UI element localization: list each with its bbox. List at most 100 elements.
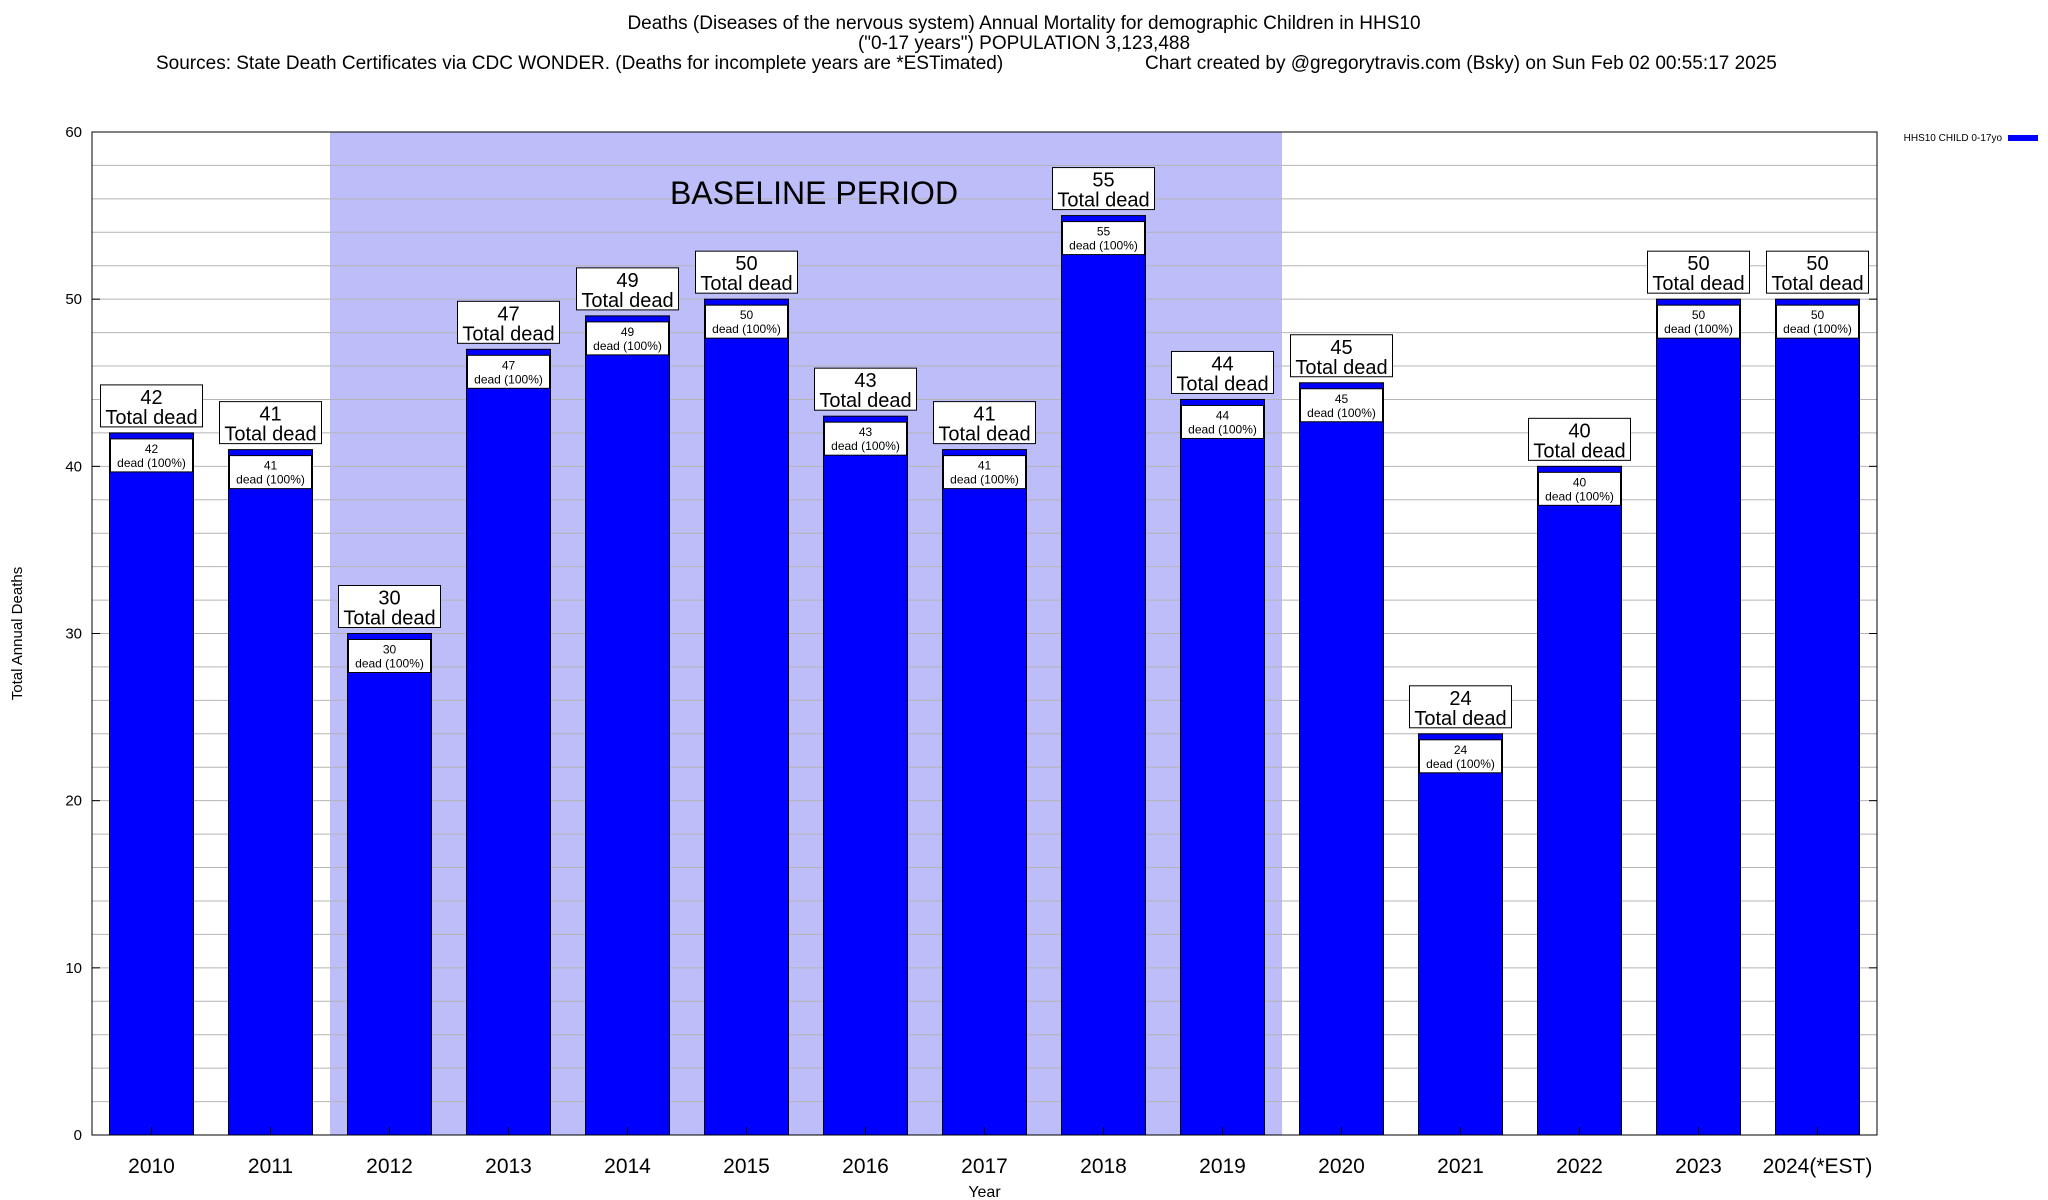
x-tick-label: 2018 bbox=[1080, 1155, 1127, 1178]
x-tick-label: 2011 bbox=[248, 1155, 293, 1178]
legend-label: HHS10 CHILD 0-17yo bbox=[1904, 133, 2003, 144]
bar-total-label-box bbox=[1647, 250, 1750, 294]
bar-total-value: 41 bbox=[259, 404, 281, 426]
bar bbox=[466, 348, 551, 1136]
bar-total-label: Total dead bbox=[343, 608, 435, 630]
bar-total-label: Total dead bbox=[1414, 708, 1506, 730]
chart-sources: Sources: State Death Certificates via CD… bbox=[156, 53, 1004, 74]
bar-total-label-box bbox=[219, 401, 322, 445]
bar bbox=[347, 633, 432, 1136]
bar-total-label-box bbox=[1171, 350, 1274, 394]
bar-inner-label: dead (100%) bbox=[1307, 406, 1376, 420]
y-tick-label: 0 bbox=[74, 1127, 82, 1144]
x-axis-title: Year bbox=[968, 1184, 1001, 1200]
bar-total-value: 55 bbox=[1092, 170, 1114, 192]
bar-inner-label-box bbox=[1538, 471, 1621, 506]
bar-inner-label-box bbox=[1300, 388, 1383, 423]
bar-inner-value: 41 bbox=[978, 459, 992, 473]
bar-total-value: 43 bbox=[854, 370, 876, 392]
bar-inner-value: 50 bbox=[1811, 308, 1825, 322]
bar bbox=[1299, 382, 1384, 1136]
x-tick-label: 2023 bbox=[1675, 1155, 1722, 1178]
bar-total-value: 41 bbox=[973, 404, 995, 426]
bar bbox=[823, 415, 908, 1136]
bar-total-label: Total dead bbox=[819, 390, 911, 412]
bar-total-label: Total dead bbox=[1771, 273, 1863, 295]
bar-total-label-box bbox=[1766, 250, 1869, 294]
bar-inner-value: 41 bbox=[264, 459, 278, 473]
bar-total-label-box bbox=[814, 367, 917, 411]
bar-total-value: 44 bbox=[1211, 353, 1233, 375]
bar-total-value: 47 bbox=[497, 303, 519, 325]
bar-total-label-box bbox=[1052, 167, 1155, 211]
bar-total-label: Total dead bbox=[938, 424, 1030, 446]
bar-inner-label: dead (100%) bbox=[474, 372, 543, 386]
x-tick-label: 2017 bbox=[961, 1155, 1008, 1178]
bar-total-label-box bbox=[1528, 417, 1631, 461]
bar-total-label: Total dead bbox=[1176, 373, 1268, 395]
bar-inner-label: dead (100%) bbox=[1783, 322, 1852, 336]
legend-swatch bbox=[2008, 135, 2038, 141]
bar bbox=[1537, 465, 1622, 1136]
bar-total-label-box bbox=[100, 384, 203, 428]
bar-inner-label-box bbox=[943, 455, 1026, 490]
bar-total-label: Total dead bbox=[1533, 440, 1625, 462]
bar bbox=[585, 315, 670, 1136]
bar-inner-value: 49 bbox=[621, 325, 635, 339]
bar-total-value: 49 bbox=[616, 270, 638, 292]
bar-total-label: Total dead bbox=[462, 323, 554, 345]
bar-inner-value: 50 bbox=[1692, 308, 1706, 322]
y-tick-label: 60 bbox=[65, 124, 82, 141]
bar-inner-value: 44 bbox=[1216, 408, 1230, 422]
bar-total-label-box bbox=[1290, 334, 1393, 378]
bar-total-label-box bbox=[933, 401, 1036, 445]
y-tick-label: 30 bbox=[65, 626, 82, 643]
bar-total-label: Total dead bbox=[581, 290, 673, 312]
bar-total-label: Total dead bbox=[1057, 190, 1149, 212]
bar bbox=[1061, 215, 1146, 1136]
bar-total-value: 24 bbox=[1449, 688, 1471, 710]
bar-total-value: 45 bbox=[1330, 337, 1352, 359]
bar-total-label: Total dead bbox=[700, 273, 792, 295]
bar-inner-label-box bbox=[1776, 304, 1859, 339]
bar-inner-value: 47 bbox=[502, 358, 516, 372]
bar-total-label-box bbox=[576, 267, 679, 311]
bar-total-label-box bbox=[457, 300, 560, 344]
bar-inner-label-box bbox=[348, 639, 431, 673]
bar-total-value: 40 bbox=[1568, 420, 1590, 442]
bar-total-value: 50 bbox=[1806, 253, 1828, 275]
bar-inner-label-box bbox=[705, 304, 788, 339]
bar-inner-label: dead (100%) bbox=[236, 473, 305, 487]
bar-inner-label: dead (100%) bbox=[1426, 757, 1495, 771]
bar-inner-label: dead (100%) bbox=[355, 657, 424, 671]
bar-inner-label: dead (100%) bbox=[1545, 489, 1614, 503]
bar bbox=[1656, 298, 1741, 1136]
bar-total-label: Total dead bbox=[224, 424, 316, 446]
bar-inner-label-box bbox=[229, 455, 312, 490]
bar-inner-value: 42 bbox=[145, 442, 159, 456]
bar-inner-label-box bbox=[586, 321, 669, 356]
bar-inner-value: 40 bbox=[1573, 475, 1587, 489]
bar-inner-value: 55 bbox=[1097, 225, 1111, 239]
bar-inner-value: 30 bbox=[383, 643, 397, 657]
bar-inner-label-box bbox=[110, 438, 193, 473]
y-tick-label: 10 bbox=[65, 960, 82, 977]
bar-inner-label: dead (100%) bbox=[950, 473, 1019, 487]
bar-total-label-box bbox=[1409, 685, 1512, 729]
x-tick-label: 2013 bbox=[485, 1155, 532, 1178]
bar-total-label: Total dead bbox=[1295, 357, 1387, 379]
bar-inner-label: dead (100%) bbox=[593, 339, 662, 353]
bar-inner-value: 43 bbox=[859, 425, 873, 439]
bar-inner-value: 45 bbox=[1335, 392, 1349, 406]
bar-inner-label-box bbox=[1657, 304, 1740, 339]
bar bbox=[704, 298, 789, 1136]
bar-total-value: 50 bbox=[735, 253, 757, 275]
bar bbox=[942, 449, 1027, 1136]
bar-inner-value: 50 bbox=[740, 308, 754, 322]
y-tick-label: 40 bbox=[65, 458, 82, 475]
y-tick-label: 50 bbox=[65, 291, 82, 308]
x-tick-label: 2014 bbox=[604, 1155, 651, 1178]
bar-inner-label: dead (100%) bbox=[1069, 239, 1138, 253]
bar-inner-label-box bbox=[1181, 404, 1264, 439]
